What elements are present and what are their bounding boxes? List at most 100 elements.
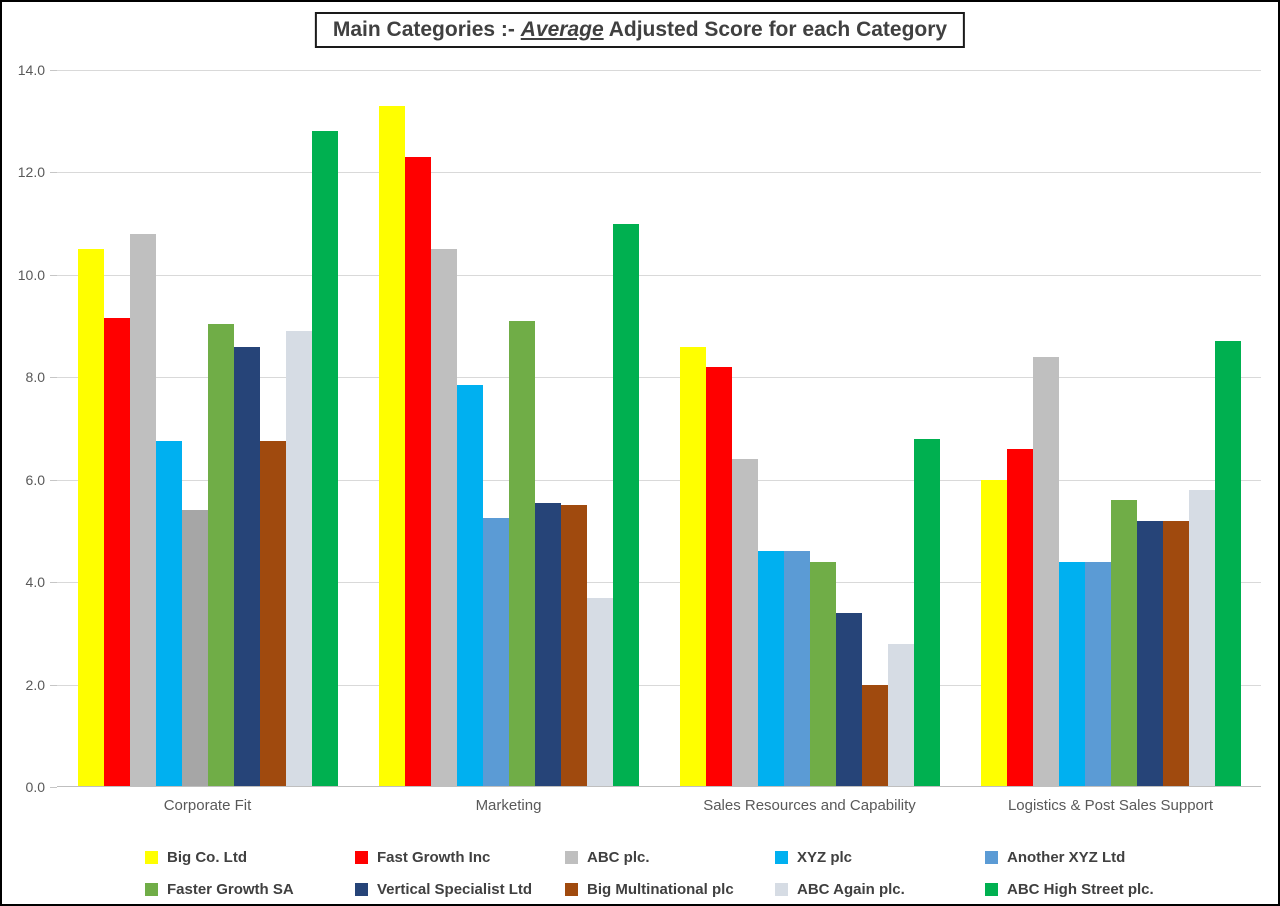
legend-label: Big Co. Ltd: [167, 848, 247, 866]
bar-abc-again-plc: [586, 597, 613, 787]
gridline: [57, 684, 1261, 686]
bar-big-multinational-plc: [259, 441, 286, 787]
legend-item-abc-again-plc: ABC Again plc.: [775, 879, 985, 899]
gridline: [57, 479, 1261, 481]
y-axis-tick: [50, 582, 57, 584]
bar-another-xyz-ltd: [1084, 561, 1111, 787]
chart-title-prefix: Main Categories :-: [332, 18, 521, 41]
legend-label: Vertical Specialist Ltd: [377, 880, 533, 898]
bar-abc-plc: [129, 233, 156, 787]
bar-vertical-specialist-ltd: [534, 502, 561, 787]
bar-big-co-ltd: [980, 479, 1007, 787]
bar-another-xyz-ltd: [181, 510, 208, 787]
bar-fast-growth-inc: [404, 157, 431, 787]
legend-label: ABC High Street plc.: [1007, 880, 1154, 898]
bar-fast-growth-inc: [1006, 449, 1033, 787]
y-axis-label: 14.0: [17, 62, 45, 78]
bar-xyz-plc: [155, 441, 182, 787]
legend-label: Another XYZ Ltd: [1007, 848, 1126, 866]
legend: Big Co. Ltd Fast Growth Inc ABC plc. XYZ pl…: [145, 847, 1195, 899]
legend-label: ABC Again plc.: [797, 880, 905, 898]
bar-xyz-plc: [1058, 561, 1085, 787]
bar-abc-high-street-plc: [913, 438, 940, 787]
y-axis-tick: [50, 172, 57, 174]
bar-abc-again-plc: [285, 331, 312, 787]
legend-label: Big Multinational plc: [587, 880, 734, 898]
legend-swatch-abc-plc: [565, 850, 578, 864]
plot-area: 0.0 2.0 4.0 6.0 8.0 10.0 12.0 14.0: [18, 63, 1261, 794]
y-axis-label: 8.0: [25, 369, 45, 386]
bar-abc-high-street-plc: [311, 131, 338, 787]
y-axis-label: 6.0: [25, 471, 45, 488]
gridline: [57, 70, 1261, 71]
legend-item-big-co-ltd: Big Co. Ltd: [145, 847, 355, 867]
legend-swatch-vertical-specialist-ltd: [355, 882, 368, 896]
bar-vertical-specialist-ltd: [1136, 520, 1163, 787]
bar-big-multinational-plc: [861, 684, 888, 787]
legend-label: XYZ plc: [797, 848, 853, 866]
legend-swatch-abc-high-street-plc: [985, 882, 998, 896]
bar-big-multinational-plc: [560, 505, 587, 787]
legend-swatch-faster-growth-sa: [145, 882, 158, 896]
category-group-logistics-post-sales-support: [960, 70, 1261, 787]
bar-vertical-specialist-ltd: [233, 346, 260, 787]
legend-item-abc-plc: ABC plc.: [565, 847, 775, 867]
category-group-corporate-fit: [57, 70, 358, 787]
y-axis-label: 0.0: [25, 779, 45, 795]
bar-another-xyz-ltd: [482, 518, 509, 787]
legend-swatch-big-multinational-plc: [565, 882, 578, 896]
category-group-sales-resources-and-capability: [659, 70, 960, 787]
bar-abc-plc: [731, 459, 758, 787]
bar-abc-plc: [430, 249, 457, 787]
x-axis-label-logistics-post-sales-support: Logistics & Post Sales Support: [1007, 797, 1214, 814]
legend-swatch-another-xyz-ltd: [985, 850, 998, 864]
y-axis-label: 4.0: [25, 574, 45, 591]
legend-item-abc-high-street-plc: ABC High Street plc.: [985, 879, 1195, 899]
legend-label: ABC plc.: [587, 848, 650, 866]
bar-faster-growth-sa: [1110, 500, 1137, 787]
legend-label: Faster Growth SA: [167, 880, 294, 898]
bar-abc-again-plc: [887, 643, 914, 787]
legend-item-faster-growth-sa: Faster Growth SA: [145, 879, 355, 899]
legend-item-big-multinational-plc: Big Multinational plc: [565, 879, 775, 899]
legend-swatch-fast-growth-inc: [355, 850, 368, 864]
legend-item-fast-growth-inc: Fast Growth Inc: [355, 847, 565, 867]
y-axis-tick: [50, 684, 57, 686]
bar-big-multinational-plc: [1162, 520, 1189, 787]
y-axis-tick: [50, 70, 57, 71]
legend-label: Fast Growth Inc: [377, 848, 491, 866]
x-axis-label-sales-resources-and-capability: Sales Resources and Capability: [703, 797, 916, 814]
y-axis-label: 10.0: [17, 266, 45, 283]
x-axis-line: [57, 786, 1261, 787]
y-axis-label: 12.0: [17, 164, 45, 181]
category-group-marketing: [358, 70, 659, 787]
bar-fast-growth-inc: [705, 367, 732, 787]
y-axis-tick: [50, 377, 57, 379]
bar-xyz-plc: [456, 384, 483, 787]
bar-abc-high-street-plc: [1214, 341, 1241, 787]
gridline: [57, 582, 1261, 584]
gridline: [57, 172, 1261, 174]
bar-vertical-specialist-ltd: [835, 612, 862, 787]
y-axis-tick: [50, 479, 57, 481]
y-axis-tick: [50, 787, 57, 788]
bar-big-co-ltd: [679, 346, 706, 787]
y-axis-tick: [50, 274, 57, 276]
bar-faster-growth-sa: [508, 320, 535, 787]
legend-item-xyz-plc: XYZ plc: [775, 847, 985, 867]
bars-area: [57, 70, 1261, 787]
bar-fast-growth-inc: [103, 318, 130, 787]
x-axis-labels: Corporate Fit Marketing Sales Resources an…: [57, 797, 1261, 814]
chart-title-emphasis: Average: [520, 18, 604, 41]
legend-swatch-big-co-ltd: [145, 850, 158, 864]
bar-big-co-ltd: [378, 105, 405, 787]
legend-swatch-xyz-plc: [775, 850, 788, 864]
chart-title: Main Categories :- Average Adjusted Scor…: [314, 12, 966, 48]
x-axis-label-marketing: Marketing: [475, 797, 542, 814]
bar-abc-again-plc: [1188, 489, 1215, 787]
gridline: [57, 377, 1261, 379]
bar-big-co-ltd: [77, 249, 104, 787]
x-axis-label-corporate-fit: Corporate Fit: [163, 797, 252, 814]
legend-swatch-abc-again-plc: [775, 882, 788, 896]
